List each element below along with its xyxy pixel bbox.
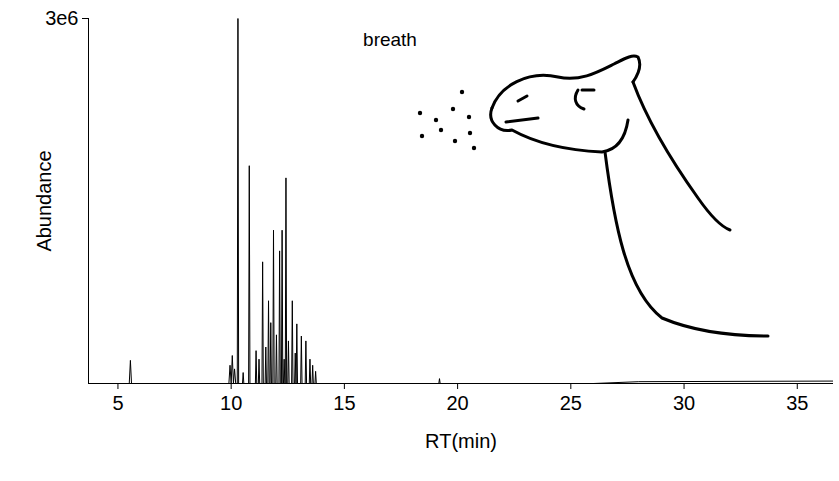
svg-text:25: 25 — [560, 392, 582, 414]
svg-text:3e6: 3e6 — [45, 7, 78, 29]
svg-text:Abundance: Abundance — [33, 150, 55, 251]
svg-text:35: 35 — [786, 392, 808, 414]
svg-text:10: 10 — [220, 392, 242, 414]
svg-text:15: 15 — [333, 392, 355, 414]
svg-text:5: 5 — [112, 392, 123, 414]
svg-text:30: 30 — [673, 392, 695, 414]
svg-text:RT(min): RT(min) — [425, 430, 497, 452]
svg-text:20: 20 — [446, 392, 468, 414]
svg-text:breath: breath — [363, 29, 417, 50]
